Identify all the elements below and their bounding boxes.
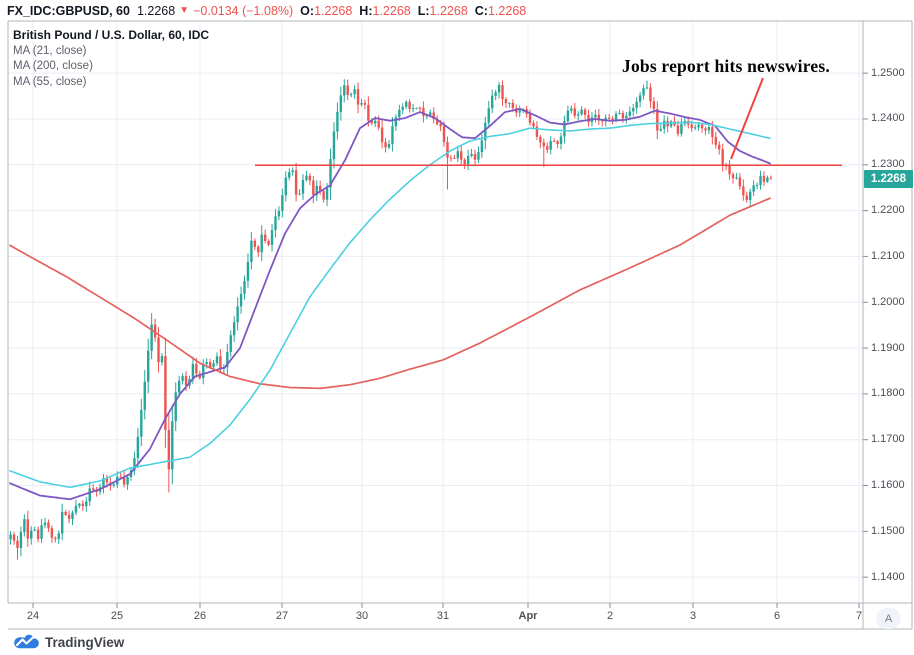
price-down-icon: ▼ [179, 5, 190, 16]
price-tick-label-1.1600: 1.1600 [871, 479, 905, 492]
price-tick-label-1.2300: 1.2300 [871, 158, 905, 171]
time-tick-label-26: 26 [193, 610, 207, 622]
last-price-badge: 1.2268 [864, 170, 913, 189]
symbol-title[interactable]: FX_IDC:GBPUSD, 60 [7, 3, 130, 18]
auto-scale-button[interactable]: A [876, 608, 901, 629]
price-change: −0.0134 (−1.08%) [193, 3, 294, 18]
price-tick-label-1.1500: 1.1500 [871, 524, 905, 537]
time-tick-label-24: 24 [26, 610, 40, 622]
price-tick-label-1.2400: 1.2400 [871, 112, 905, 125]
time-tick-label-7: 7 [855, 610, 863, 622]
annotation-pointer-line[interactable] [730, 77, 764, 160]
time-tick-label-30: 30 [355, 610, 369, 622]
candlestick-series [9, 79, 773, 560]
close-label: C: [474, 3, 488, 18]
close-value: 1.2268 [487, 3, 527, 18]
time-tick-label-25: 25 [110, 610, 124, 622]
grid-lines [8, 21, 863, 603]
time-tick-label-2: 2 [606, 610, 614, 622]
legend-ma-21[interactable]: MA (21, close) [13, 44, 87, 57]
symbol-info-bar: FX_IDC:GBPUSD, 60 1.2268 ▼ −0.0134 (−1.08%)… [7, 2, 526, 19]
tradingview-logo-text: TradingView [45, 634, 125, 650]
annotation-text[interactable]: Jobs report hits newswires. [622, 56, 830, 76]
price-tick-label-1.2200: 1.2200 [871, 204, 905, 217]
axis-borders [7, 20, 913, 630]
legend-ma-55[interactable]: MA (55, close) [13, 75, 87, 88]
time-tick-label-6: 6 [773, 610, 781, 622]
open-label: O: [300, 3, 315, 18]
time-tick-label-Apr: Apr [518, 610, 538, 622]
tradingview-logo-icon [14, 634, 39, 649]
price-tick-label-1.1900: 1.1900 [871, 341, 905, 354]
low-label: L: [417, 3, 430, 18]
legend-series-title[interactable]: British Pound / U.S. Dollar, 60, IDC [13, 28, 210, 42]
legend-ma-200[interactable]: MA (200, close) [13, 60, 93, 72]
time-tick-label-3: 3 [689, 610, 697, 622]
low-value: 1.2268 [429, 3, 468, 18]
chart-legend: British Pound / U.S. Dollar, 60, IDC MA … [13, 28, 209, 90]
time-tick-label-27: 27 [275, 610, 289, 622]
high-value: 1.2268 [372, 3, 411, 18]
price-tick-label-1.1700: 1.1700 [871, 433, 905, 446]
ma-line-ma-55 [9, 121, 771, 489]
time-tick-label-31: 31 [436, 610, 450, 622]
price-tick-label-1.1800: 1.1800 [871, 387, 905, 400]
last-price: 1.2268 [136, 3, 176, 18]
ma-line-ma-200 [9, 197, 771, 390]
ma-line-ma-21 [9, 108, 771, 501]
price-tick-label-1.2100: 1.2100 [871, 249, 905, 262]
open-value: 1.2268 [314, 3, 353, 18]
high-label: H: [359, 3, 373, 18]
price-tick-label-1.1400: 1.1400 [871, 570, 905, 583]
price-tick-label-1.2500: 1.2500 [871, 66, 905, 79]
price-tick-label-1.2000: 1.2000 [871, 295, 905, 308]
tradingview-logo[interactable]: TradingView [13, 632, 124, 652]
